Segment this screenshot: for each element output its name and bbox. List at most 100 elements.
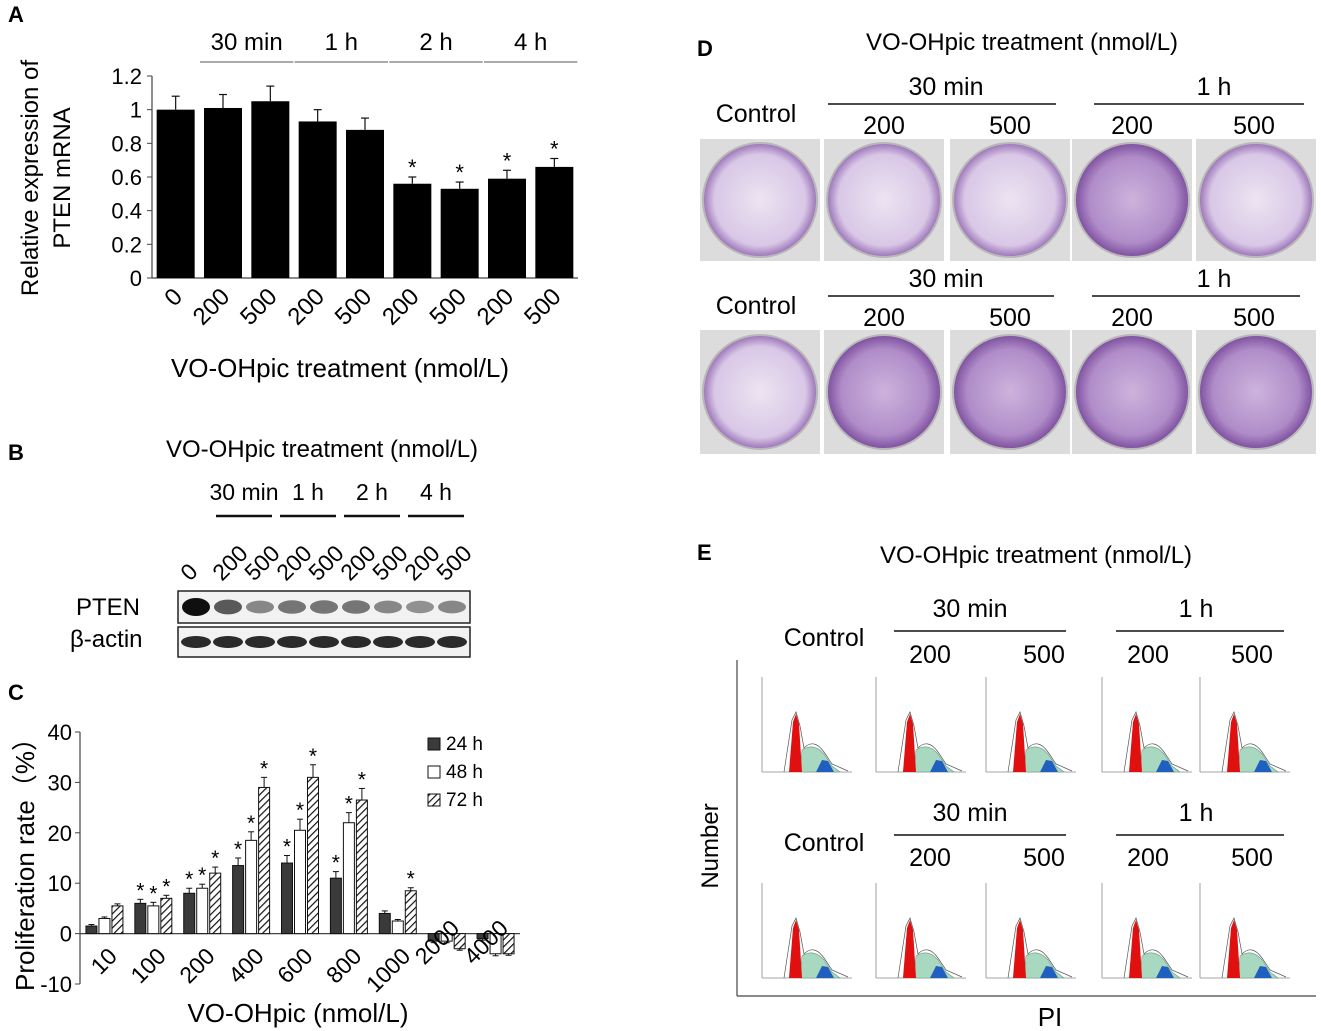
panel-e-dose-label: 200 [1127,844,1169,872]
panel-b-actin-band [341,636,371,648]
panel-b-actin-band [309,636,339,648]
panel-c-xtick-label: 100 [125,943,171,989]
panel-e-dose-label: 500 [1231,641,1273,669]
panel-c-bar [98,917,111,935]
panel-a-ytick-label: 0.2 [111,232,142,257]
panel-c-ytick-label: -10 [40,972,72,997]
panel-e-hist-trace [783,917,849,979]
panel-e-dose-label: 200 [909,844,951,872]
panel-c-significance-star: * [162,875,170,898]
panel-d-colony-dish [826,142,942,258]
panel-d-dose-label: 200 [863,304,905,332]
panel-d-title: VO-OHpic treatment (nmol/L) [866,29,1178,56]
panel-c-bar [111,905,124,935]
panel-b-lane-label: 500 [431,540,477,586]
panel-c-xtick-label: 800 [321,943,367,989]
panel-b-group-label: 1 h [292,479,324,505]
panel-e-hist-trace [897,711,963,773]
panel-b-pten-band [310,600,338,614]
panel-e-g1-peak [1227,714,1240,772]
panel-c-bar [183,892,196,935]
panel-e-time-label: 1 h [1179,799,1214,827]
panel-b-actin-band [245,636,275,648]
panel-c-significance-star: * [345,793,353,816]
panel-e-g1-peak [1129,920,1142,978]
panel-a-xtick-label: 200 [188,283,235,330]
panel-a-bar [488,178,526,278]
panel-d-dose-label: 200 [1111,112,1153,140]
panel-c-legend-swatch [427,765,441,779]
panel-d-colony-dish [952,334,1068,450]
panel-a-bar [535,166,574,278]
panel-e-control-label: Control [784,829,865,857]
panel-e-g2-peak [1040,760,1058,772]
panel-b-actin-band [373,636,403,648]
panel-a-group-label: 2 h [419,29,452,56]
panel-b-pten-band [374,600,402,614]
panel-d-letter: D [697,36,713,61]
panel-c-xlabel: VO-OHpic (nmol/L) [187,998,408,1028]
panel-c-ytick-label: 30 [48,770,72,795]
panel-b-actin-band [181,636,211,648]
panel-e-time-label: 30 min [932,595,1007,623]
panel-a-xtick-label: 500 [235,283,282,330]
panel-e-g1-peak [789,920,802,978]
panel-a-xtick-label: 500 [425,283,472,330]
panel-b-row-actin: β-actin [70,626,143,653]
panel-c-legend-label: 72 h [446,790,483,811]
panel-e: E VO-OHpic treatment (nmol/L) Number PI … [697,540,1316,1031]
panel-a-xtick-label: 200 [377,283,424,330]
panel-c-legend-label: 24 h [446,734,483,755]
panel-b-pten-band [246,600,274,614]
panel-a-xtick-label: 0 [159,283,188,312]
panel-b-actin-band [277,636,307,648]
panel-a-xtick-label: 200 [283,283,330,330]
panel-c-significance-star: * [283,835,291,858]
panel-c-xtick-label: 600 [272,943,318,989]
panel-d-colony-dish [1074,334,1190,450]
panel-d-dose-label: 200 [863,112,905,140]
panel-c-bar [281,862,293,935]
panel-c-ylabel: Proliferation rate（%） [10,725,40,991]
panel-e-g2-peak [1040,966,1058,978]
panel-a-letter: A [8,2,24,27]
panel-a-group-label: 4 h [514,29,547,56]
panel-a: A 00.20.40.60.811.2 0 200 500 200 500*200*50… [8,2,578,383]
panel-b-row-pten: PTEN [76,594,140,621]
panel-c-legend-label: 48 h [446,762,483,783]
panel-c-xtick-label: 200 [174,943,220,989]
panel-a-xlabel: VO-OHpic treatment (nmol/L) [171,353,509,383]
panel-d-plates: Control 30 min 1 h 200 500 200 500 Control 30 mi… [700,73,1316,454]
panel-e-time-label: 30 min [932,799,1007,827]
panel-d-dose-label: 200 [1111,304,1153,332]
panel-b-actin-band [405,636,435,648]
panel-b-actin-band [437,636,467,648]
panel-d-control-label: Control [716,100,797,128]
panel-e-xlabel: PI [1038,1002,1063,1031]
panel-a-significance-star: * [408,155,417,180]
panel-b-lane-label: 0 [175,558,202,585]
panel-c-significance-star: * [185,868,193,891]
panel-a-bar [440,188,479,278]
panel-b-group-label: 2 h [356,479,388,505]
panel-e-dose-label: 500 [1023,844,1065,872]
panel-e-ylabel: Number [697,803,724,888]
panel-a-ytick-label: 0 [130,266,142,291]
panel-c-bar [391,920,404,935]
panel-a-bar [204,107,242,278]
panel-c-significance-star: * [136,879,144,902]
panel-c-bar [245,839,258,935]
panel-b-group-label: 30 min [209,479,278,505]
panel-d-time-label: 30 min [908,73,983,101]
panel-e-g2-peak [930,966,948,978]
panel-c-ytick-label: 40 [48,720,72,745]
panel-e-g2-peak [930,760,948,772]
panel-c-bar [502,933,515,955]
panel-d-colony-dish [1074,142,1190,258]
panel-c-significance-star: * [149,882,157,905]
panel-c-bar [209,872,222,935]
panel-c-xtick-label: 1000 [361,943,416,998]
panel-a-bar [346,129,384,278]
